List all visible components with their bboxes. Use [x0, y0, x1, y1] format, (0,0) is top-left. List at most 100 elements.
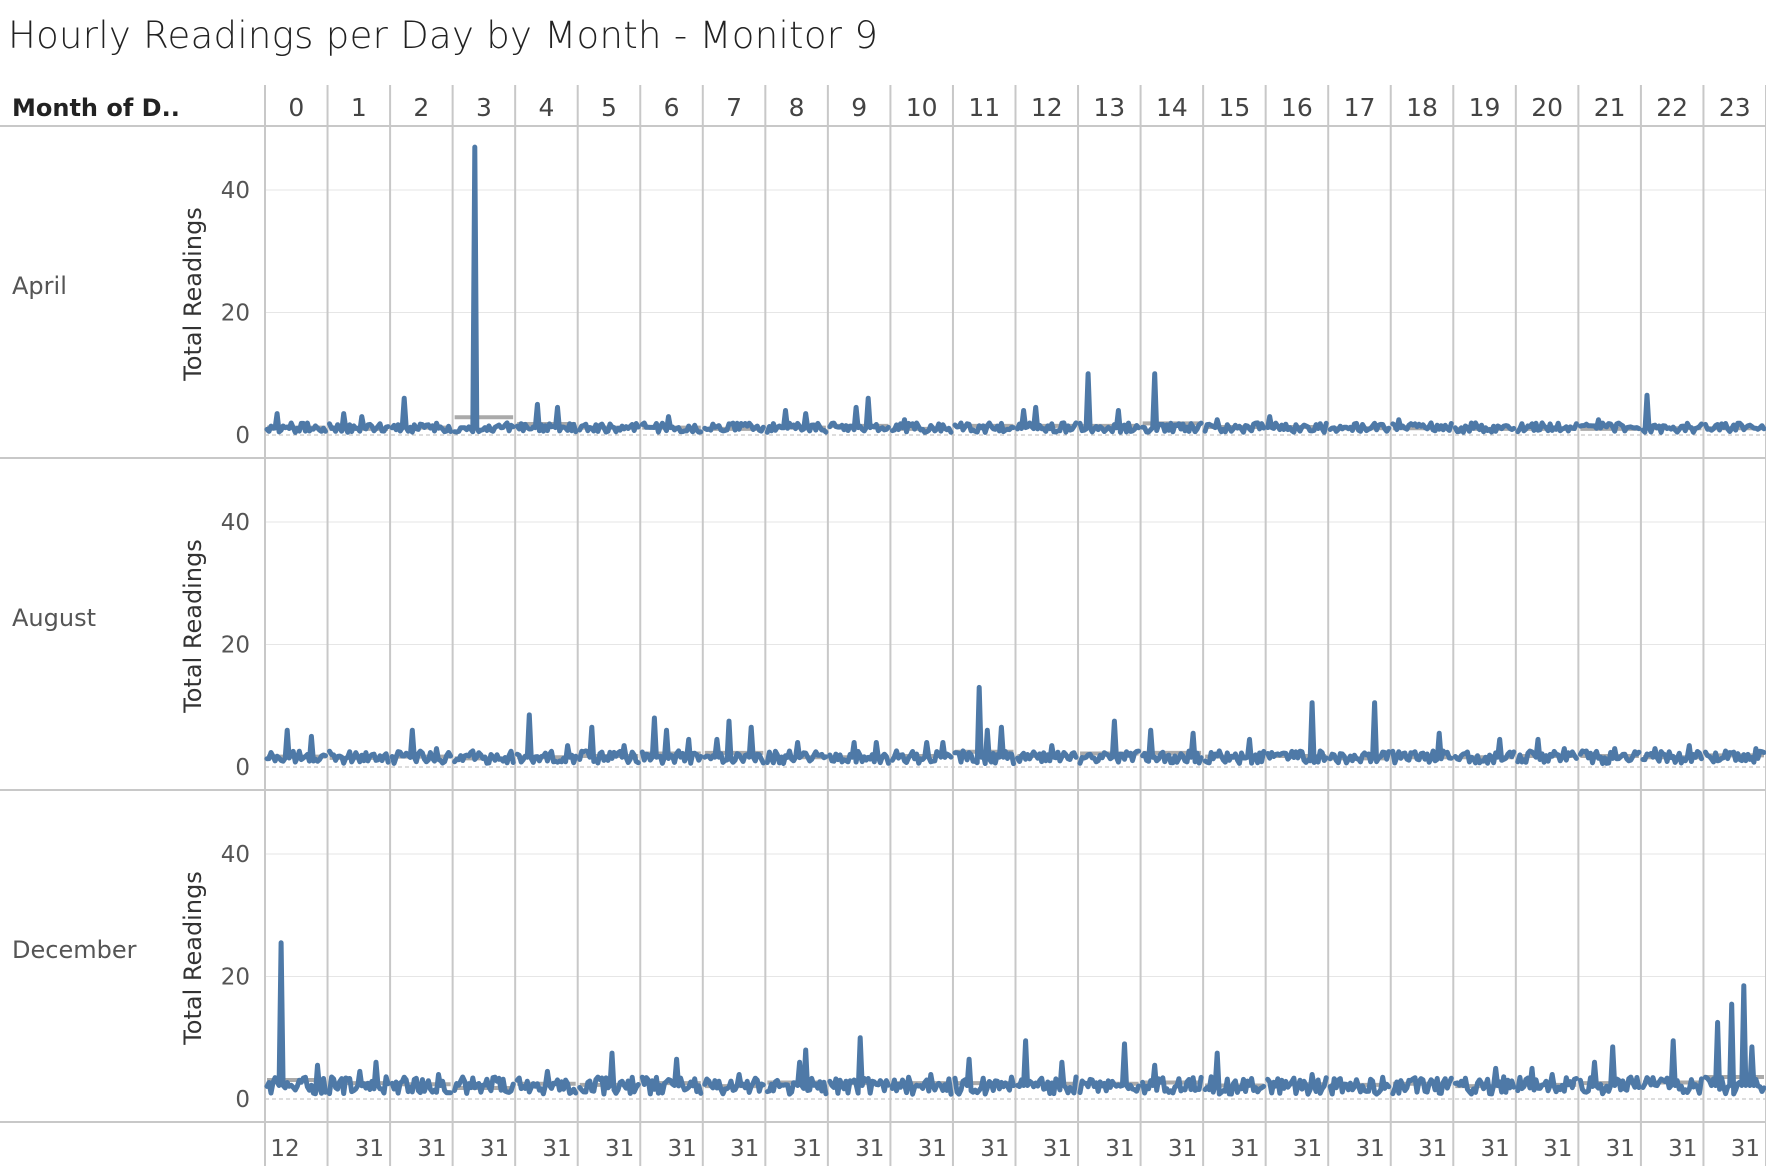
y-tick-label: 40	[221, 178, 250, 204]
series-line-august-0	[264, 727, 328, 765]
column-label-14: 14	[1156, 93, 1188, 122]
x-tick-label: 31	[1043, 1136, 1072, 1162]
series-line-april-23	[1703, 420, 1766, 434]
series-line-april-1	[327, 411, 391, 435]
series-line-april-19	[1452, 420, 1517, 435]
series-line-april-20	[1515, 420, 1579, 435]
x-tick-label: 31	[1418, 1136, 1447, 1162]
column-label-5: 5	[601, 93, 617, 122]
series-line-december-8	[764, 1047, 829, 1097]
series-line-december-16	[1265, 1072, 1329, 1097]
x-tick-label: 31	[918, 1136, 947, 1162]
column-label-19: 19	[1469, 93, 1501, 122]
series-line-december-4	[514, 1068, 579, 1097]
series-line-august-16	[1265, 700, 1329, 765]
series-line-august-21	[1577, 746, 1642, 766]
series-line-august-4	[514, 712, 579, 766]
column-label-3: 3	[476, 93, 492, 122]
series-line-august-15	[1202, 736, 1267, 766]
series-line-august-19	[1452, 736, 1517, 766]
series-line-august-10	[889, 740, 954, 766]
series-line-december-5	[577, 1050, 641, 1097]
y-tick-label: 0	[235, 755, 250, 781]
series-line-april-18	[1390, 417, 1454, 434]
series-line-december-18	[1390, 1075, 1454, 1097]
series-line-august-11	[952, 684, 1016, 767]
series-line-december-22	[1640, 1038, 1704, 1096]
x-tick-label: 31	[980, 1136, 1009, 1162]
column-label-13: 13	[1093, 93, 1125, 122]
series-line-august-12	[1015, 743, 1079, 765]
series-line-april-9	[827, 395, 891, 434]
x-tick-label: 31	[1731, 1136, 1760, 1162]
x-tick-label: 31	[480, 1136, 509, 1162]
y-tick-label: 40	[221, 510, 250, 536]
series-line-december-17	[1327, 1074, 1392, 1097]
series-line-august-18	[1390, 730, 1454, 766]
series-line-april-13	[1077, 371, 1142, 435]
column-label-21: 21	[1594, 93, 1626, 122]
column-label-1: 1	[351, 93, 367, 122]
series-line-april-6	[639, 414, 704, 435]
y-tick-label: 20	[221, 301, 250, 327]
y-tick-label: 20	[221, 965, 250, 991]
series-line-april-3	[452, 144, 516, 435]
series-line-april-10	[889, 417, 954, 435]
series-line-december-3	[452, 1074, 516, 1096]
column-label-23: 23	[1719, 93, 1751, 122]
series-line-august-2	[389, 727, 454, 766]
series-line-april-14	[1140, 371, 1204, 435]
series-line-december-13	[1077, 1041, 1142, 1096]
series-line-august-20	[1515, 736, 1579, 765]
series-line-august-22	[1640, 743, 1704, 766]
column-label-6: 6	[664, 93, 680, 122]
series-line-april-17	[1327, 420, 1392, 434]
x-tick-label: 31	[542, 1136, 571, 1162]
column-label-0: 0	[288, 93, 304, 122]
series-line-december-0	[264, 940, 328, 1097]
series-line-april-4	[514, 401, 579, 435]
series-line-december-1	[327, 1059, 391, 1097]
series-line-april-15	[1202, 417, 1267, 435]
series-line-december-12	[1015, 1038, 1079, 1097]
series-line-december-21	[1577, 1044, 1642, 1097]
row-label-april: April	[12, 272, 67, 300]
column-label-7: 7	[726, 93, 742, 122]
column-label-15: 15	[1218, 93, 1250, 122]
series-line-december-20	[1515, 1065, 1579, 1095]
x-tick-label: 31	[1168, 1136, 1197, 1162]
series-line-august-23	[1703, 746, 1766, 765]
x-tick-label: 31	[730, 1136, 759, 1162]
series-line-april-11	[952, 420, 1016, 435]
series-line-august-5	[577, 724, 641, 766]
series-line-august-7	[702, 718, 766, 766]
series-line-august-6	[639, 715, 704, 766]
x-tick-label: 31	[855, 1136, 884, 1162]
series-line-april-12	[1015, 404, 1079, 435]
series-line-august-14	[1140, 727, 1204, 766]
series-line-december-7	[702, 1072, 766, 1097]
series-line-april-2	[389, 395, 454, 435]
y-axis-title: Total Readings	[179, 539, 207, 714]
column-label-22: 22	[1656, 93, 1688, 122]
series-line-december-15	[1202, 1050, 1267, 1097]
x-tick-label: 31	[417, 1136, 446, 1162]
series-line-august-8	[764, 740, 829, 766]
y-tick-label: 0	[235, 423, 250, 449]
column-label-18: 18	[1406, 93, 1438, 122]
series-line-april-5	[577, 421, 641, 435]
series-line-august-13	[1077, 718, 1142, 766]
column-label-9: 9	[851, 93, 867, 122]
series-line-april-16	[1265, 414, 1329, 435]
y-tick-label: 0	[235, 1087, 250, 1113]
x-tick-label: 31	[793, 1136, 822, 1162]
chart-title: Hourly Readings per Day by Month - Monit…	[8, 14, 879, 57]
column-label-16: 16	[1281, 93, 1313, 122]
x-tick-label: 12	[270, 1136, 299, 1162]
row-header-label: Month of D..	[12, 94, 180, 122]
row-label-december: December	[12, 936, 137, 964]
column-label-11: 11	[968, 93, 1000, 122]
series-line-december-6	[639, 1056, 704, 1097]
y-tick-label: 20	[221, 633, 250, 659]
